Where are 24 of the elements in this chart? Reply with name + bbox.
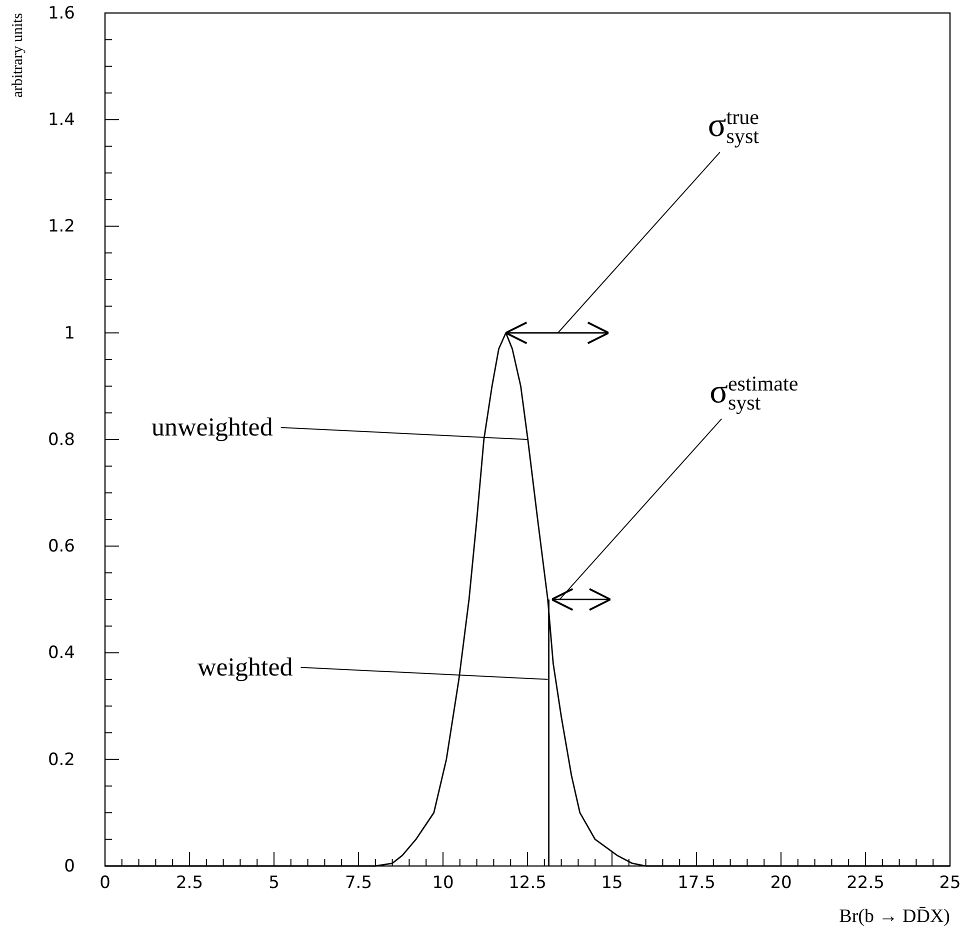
x-tick-label: 17.5 xyxy=(678,873,716,894)
y-tick-label: 0.2 xyxy=(48,750,75,770)
y-tick-label: 1.2 xyxy=(48,216,75,237)
y-tick-label: 1 xyxy=(64,323,75,344)
x-tick-label: 20 xyxy=(770,873,792,894)
y-tick-label: 1.6 xyxy=(48,3,75,24)
y-axis-title: arbitrary units xyxy=(10,12,26,98)
x-tick-label: 10 xyxy=(432,873,454,894)
x-tick-label: 25 xyxy=(939,873,961,894)
x-tick-label: 7.5 xyxy=(344,873,372,894)
y-tick-label: 0.8 xyxy=(48,430,75,450)
x-tick-label: 22.5 xyxy=(846,873,884,894)
x-axis-title: Br(b → DD̄X) xyxy=(839,906,950,927)
x-tick-label: 12.5 xyxy=(508,873,546,894)
x-tick-label: 15 xyxy=(601,873,623,894)
x-tick-label: 0 xyxy=(100,873,110,894)
x-tick-label: 2.5 xyxy=(176,873,204,894)
y-tick-label: 0.4 xyxy=(48,643,75,664)
y-tick-label: 0.6 xyxy=(48,536,75,557)
y-tick-label: 1.4 xyxy=(48,110,75,130)
annotation: unweighted xyxy=(152,412,273,442)
annotation: weighted xyxy=(197,652,293,682)
x-tick-label: 5 xyxy=(268,873,280,894)
y-tick-label: 0 xyxy=(64,856,75,876)
